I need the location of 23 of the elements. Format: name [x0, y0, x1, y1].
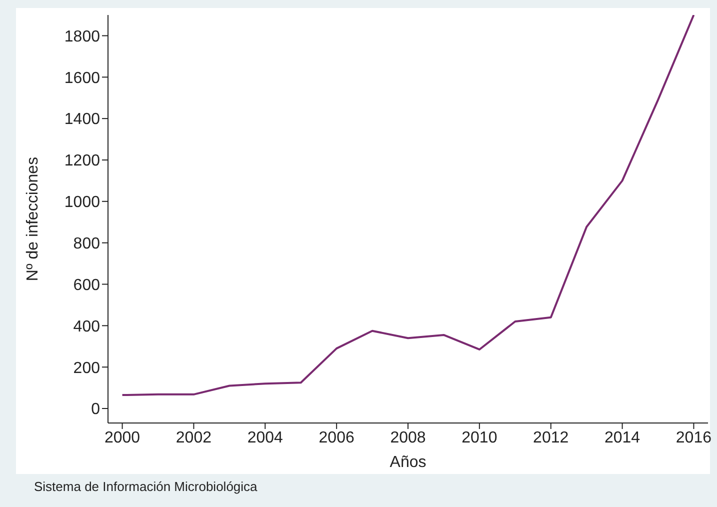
- y-axis-title: Nº de infecciones: [24, 156, 42, 282]
- y-tick-label: 1400: [64, 111, 100, 128]
- x-tick-label: 2006: [318, 429, 354, 446]
- y-tick-label: 200: [73, 360, 100, 377]
- y-tick-label: 600: [73, 276, 100, 294]
- text: Sistema de Información Microbiológica: [34, 479, 258, 494]
- line-series: [121, 15, 695, 396]
- y-tick-label: 400: [73, 318, 100, 336]
- x-tick-label: 2012: [533, 429, 569, 446]
- x-axis-title: Años: [390, 454, 426, 471]
- x-tick-label: 2008: [390, 429, 426, 446]
- y-tick-label: 1800: [64, 28, 100, 46]
- y-tick-label: 1600: [64, 70, 100, 87]
- x-tick-label: 2010: [462, 429, 498, 446]
- y-tick-label: 1200: [64, 152, 100, 170]
- y-tick-label: 800: [73, 235, 100, 252]
- y-tick-label: 1000: [64, 194, 100, 212]
- x-tick-label: 2002: [176, 429, 212, 446]
- y-tick-label: 0: [91, 401, 100, 418]
- x-tick-label: 2014: [604, 429, 640, 446]
- x-tick-label: 2004: [247, 429, 284, 446]
- x-tick-label: 2016: [676, 429, 712, 446]
- x-tick-label: 2000: [104, 429, 140, 446]
